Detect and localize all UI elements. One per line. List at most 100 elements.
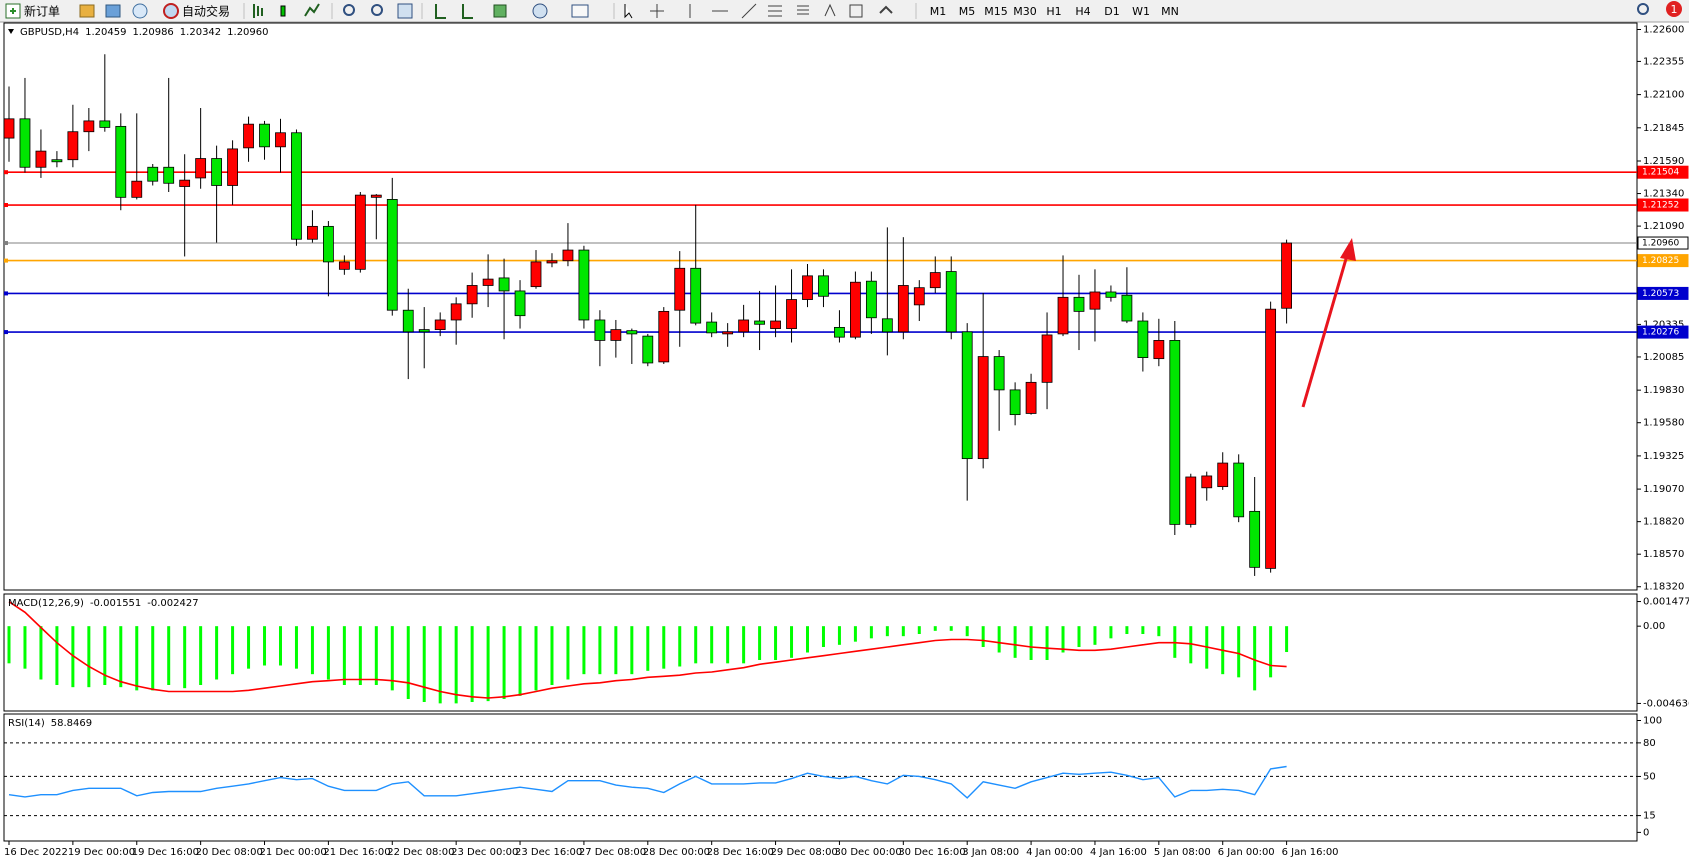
candle-body — [642, 335, 654, 364]
auto-trading-icon[interactable] — [163, 3, 179, 19]
candle-body — [386, 199, 398, 311]
line-chart-icon[interactable] — [304, 3, 320, 17]
indicator-header: MACD(12,26,9) -0.001551 -0.002427 — [8, 598, 199, 609]
candle-body — [131, 180, 143, 198]
fibo-icon[interactable] — [797, 5, 809, 15]
price-tag-label: 1.20573 — [1642, 289, 1679, 299]
candle-body — [977, 356, 989, 460]
toolbar-icon[interactable] — [132, 3, 148, 19]
y-tick-label: 1.18570 — [1643, 549, 1684, 560]
candle-body — [434, 319, 446, 331]
header-title: GBPUSD,H4 — [20, 27, 79, 38]
x-tick-label: 28 Dec 00:00 — [643, 847, 710, 858]
tile-icon[interactable] — [397, 3, 413, 19]
timeframe-button[interactable]: M15 — [984, 5, 1008, 18]
x-tick-label: 5 Jan 08:00 — [1154, 847, 1211, 858]
price-level-marker — [4, 330, 8, 335]
header-value: 1.20342 — [180, 27, 221, 38]
text-icon[interactable] — [824, 3, 836, 17]
y-tick-label: 0.00 — [1643, 621, 1665, 632]
price-level-marker — [4, 170, 8, 175]
timeframe-button[interactable]: H4 — [1075, 5, 1090, 18]
new-order-button[interactable]: 新订单 — [24, 4, 60, 19]
candle-body — [259, 123, 270, 148]
y-tick-label: 1.22100 — [1643, 90, 1684, 101]
annotation-arrowhead — [1340, 238, 1356, 261]
search-icon[interactable] — [1637, 3, 1649, 15]
crosshair-icon[interactable] — [650, 4, 664, 18]
rsi-line — [8, 765, 1287, 799]
candle-body — [738, 319, 750, 333]
timeframe-button[interactable]: H1 — [1046, 5, 1061, 18]
zoom-out-icon[interactable] — [371, 4, 383, 16]
price-tag — [1637, 165, 1689, 179]
candle-body — [51, 159, 63, 163]
toolbar-icon[interactable] — [79, 4, 95, 18]
zoom-in-icon[interactable] — [343, 4, 355, 16]
timeframe-button[interactable]: M1 — [930, 5, 947, 18]
autoscroll-icon[interactable] — [462, 4, 473, 19]
auto-trading-button[interactable]: 自动交易 — [182, 4, 230, 19]
header-title: RSI(14) — [8, 718, 45, 729]
candle-body — [1073, 296, 1085, 312]
y-tick-label: 0.001477 — [1643, 597, 1689, 608]
candle-body — [1233, 462, 1245, 518]
timeframe-button[interactable]: M30 — [1013, 5, 1037, 18]
notification-badge[interactable] — [1666, 1, 1682, 17]
cursor-icon[interactable] — [624, 4, 633, 19]
candle-body — [850, 281, 861, 338]
y-tick-label: 1.18320 — [1643, 582, 1684, 593]
channel-icon[interactable] — [768, 5, 782, 17]
timeframe-button[interactable]: W1 — [1132, 5, 1150, 18]
candle-body — [275, 132, 286, 148]
y-tick-label: 0 — [1643, 827, 1649, 838]
trendline-icon[interactable] — [741, 3, 757, 19]
header-value: 58.8469 — [51, 718, 92, 729]
candle-body — [67, 131, 79, 161]
candle-body — [227, 148, 238, 186]
template-icon[interactable] — [571, 4, 589, 18]
price-tag-label: 1.21252 — [1642, 201, 1679, 211]
candle-body — [1281, 242, 1292, 309]
x-tick-label: 20 Dec 08:00 — [196, 847, 263, 858]
x-tick-label: 21 Dec 00:00 — [260, 847, 327, 858]
candle-body — [291, 132, 302, 240]
y-tick-label: -0.004636 — [1643, 698, 1689, 709]
price-level-marker — [4, 241, 8, 246]
arrows-icon[interactable] — [879, 5, 893, 14]
notification-count: 1 — [1671, 3, 1678, 16]
new-order-icon-plus — [10, 8, 16, 14]
x-tick-label: 23 Dec 16:00 — [515, 847, 582, 858]
candle-body — [402, 309, 414, 333]
candle-body — [1089, 291, 1101, 310]
period-icon[interactable] — [532, 3, 548, 19]
candle-body — [706, 321, 718, 334]
candle-body — [530, 261, 542, 288]
x-tick-label: 22 Dec 08:00 — [387, 847, 454, 858]
toolbar-icon[interactable] — [105, 4, 121, 18]
candle-body — [578, 249, 590, 321]
candle-icon[interactable] — [280, 5, 286, 17]
shift-icon[interactable] — [435, 4, 446, 19]
timeframe-button[interactable]: MN — [1161, 5, 1179, 18]
timeframe-button[interactable]: M5 — [959, 5, 976, 18]
y-tick-label: 80 — [1643, 738, 1656, 749]
label-icon[interactable] — [849, 4, 863, 18]
indicator-icon[interactable] — [493, 4, 507, 18]
candle-body — [881, 318, 893, 333]
x-tick-label: 19 Dec 00:00 — [68, 847, 135, 858]
x-tick-label: 21 Dec 16:00 — [323, 847, 390, 858]
header-value: 1.20986 — [132, 27, 173, 38]
candle-body — [1025, 381, 1037, 414]
candle-body — [674, 267, 686, 311]
candle-body — [179, 179, 191, 187]
bar-chart-icon[interactable] — [253, 4, 263, 18]
price-tag — [1637, 198, 1689, 212]
candle-body — [802, 275, 813, 300]
price-tag-label: 1.20825 — [1642, 256, 1679, 266]
timeframe-button[interactable]: D1 — [1104, 5, 1119, 18]
candle-body — [3, 118, 15, 139]
y-tick-label: 1.19830 — [1643, 385, 1684, 396]
candle-body — [1201, 475, 1213, 489]
